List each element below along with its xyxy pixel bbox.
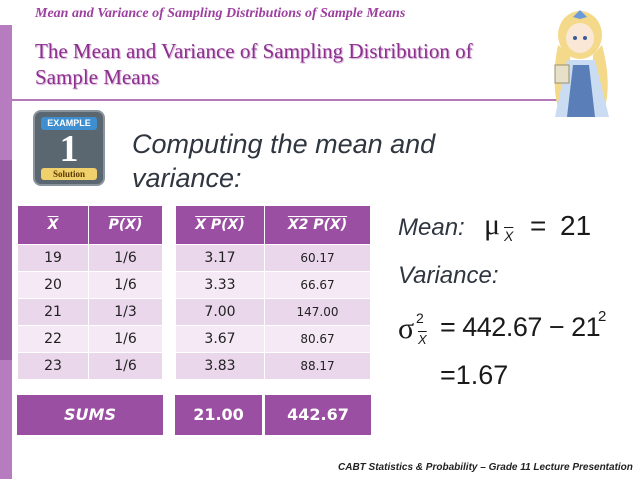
col-header-px: P(X): [88, 205, 163, 245]
variance-expression: = 442.67 − 21: [440, 312, 601, 342]
col-header-x2px-label: X2 P(X): [287, 217, 348, 233]
cell-xpx: 3.17: [175, 244, 265, 272]
variance-label: Variance:: [398, 262, 499, 289]
badge-number: 1: [59, 128, 79, 170]
cell-x: 21: [17, 298, 89, 326]
example-badge: EXAMPLE 1 Solution: [33, 110, 105, 186]
cell-px: 1/3: [88, 298, 163, 326]
cell-x2px: 66.67: [264, 271, 371, 299]
col-header-px-label: P(X): [108, 217, 143, 233]
cell-x: 23: [17, 352, 89, 380]
sigma-symbol: σ: [398, 312, 415, 345]
cell-px: 1/6: [88, 271, 163, 299]
slide-title: The Mean and Variance of Sampling Distri…: [35, 39, 473, 89]
cell-x: 22: [17, 325, 89, 353]
sigma-subscript: X: [418, 332, 427, 347]
cell-xpx: 3.33: [175, 271, 265, 299]
table-row: 3.83 88.17: [175, 352, 371, 380]
table-row: 3.67 80.67: [175, 325, 371, 353]
cell-xpx: 3.83: [175, 352, 265, 380]
footer-text: CABT Statistics & Probability – Grade 11…: [338, 462, 633, 473]
table-row: 19 1/6: [17, 244, 163, 272]
table-left: X P(X) 19 1/6 20 1/6 21 1/3 22 1/6 23 1/6: [17, 205, 163, 380]
anime-mascot-illustration: [554, 10, 609, 117]
cell-x: 19: [17, 244, 89, 272]
sigma-superscript: 2: [416, 310, 424, 326]
mean-value: 21: [560, 210, 592, 241]
mu-symbol: μ: [484, 208, 501, 241]
table-row: 3.17 60.17: [175, 244, 371, 272]
col-header-x2px: X2 P(X): [264, 205, 371, 245]
table-row: 20 1/6: [17, 271, 163, 299]
table-row: 3.33 66.67: [175, 271, 371, 299]
variance-exponent: 2: [598, 308, 607, 325]
title-divider: [12, 99, 572, 101]
table-row: 21 1/3: [17, 298, 163, 326]
breadcrumb: Mean and Variance of Sampling Distributi…: [35, 6, 406, 21]
cell-x2px: 147.00: [264, 298, 371, 326]
cell-xpx: 3.67: [175, 325, 265, 353]
col-header-xpx: X P(X): [175, 205, 265, 245]
sums-label: SUMS: [17, 395, 163, 435]
mean-subscript: X: [504, 228, 514, 244]
mean-label: Mean:: [398, 214, 465, 241]
sum-x2px: 442.67: [265, 395, 371, 435]
cell-px: 1/6: [88, 244, 163, 272]
mean-equals: =: [530, 210, 547, 241]
col-header-x: X: [17, 205, 89, 245]
table-right: X P(X) X2 P(X) 3.17 60.17 3.33 66.67 7.00 1…: [175, 205, 371, 380]
table-row: 7.00 147.00: [175, 298, 371, 326]
cell-x2px: 80.67: [264, 325, 371, 353]
variance-result: =1.67: [440, 360, 509, 390]
cell-x2px: 88.17: [264, 352, 371, 380]
sidebar-band: [0, 160, 12, 360]
badge-solution-label: Solution: [41, 168, 97, 180]
col-header-xpx-label: X P(X): [195, 217, 245, 233]
section-subtitle: Computing the mean and variance:: [132, 129, 436, 193]
sidebar-gap: [0, 0, 12, 25]
table-row: 22 1/6: [17, 325, 163, 353]
cell-x: 20: [17, 271, 89, 299]
cell-px: 1/6: [88, 352, 163, 380]
cell-xpx: 7.00: [175, 298, 265, 326]
badge-example-label: EXAMPLE: [41, 117, 97, 130]
col-header-x-label: X: [47, 217, 59, 233]
sum-xpx: 21.00: [175, 395, 262, 435]
cell-px: 1/6: [88, 325, 163, 353]
table-row: 23 1/6: [17, 352, 163, 380]
cell-x2px: 60.17: [264, 244, 371, 272]
